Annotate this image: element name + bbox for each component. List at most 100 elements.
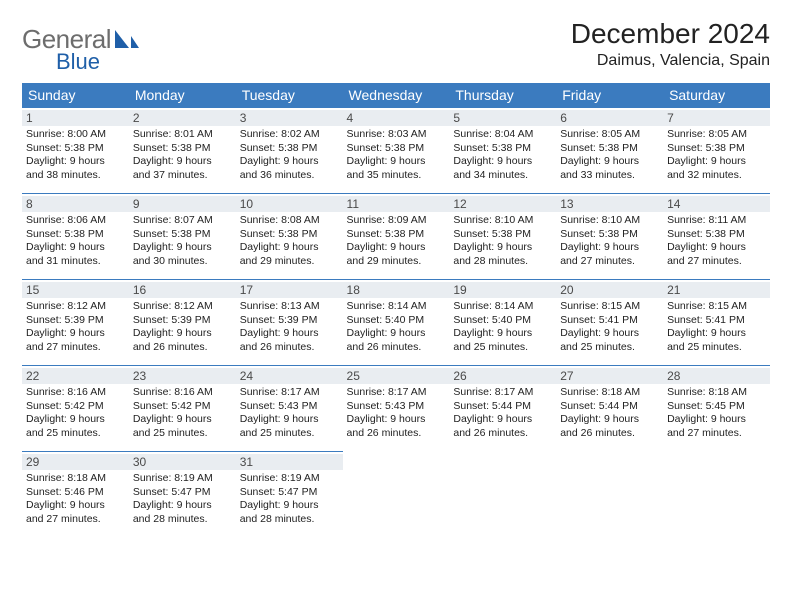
day-line-sunset: Sunset: 5:38 PM	[26, 228, 125, 242]
day-number: 8	[22, 196, 129, 212]
day-details: Sunrise: 8:18 AMSunset: 5:44 PMDaylight:…	[560, 386, 659, 441]
day-cell: 21Sunrise: 8:15 AMSunset: 5:41 PMDayligh…	[663, 279, 770, 365]
day-line-sunset: Sunset: 5:47 PM	[133, 486, 232, 500]
calendar-cell: 14Sunrise: 8:11 AMSunset: 5:38 PMDayligh…	[663, 193, 770, 279]
day-line-d1: Daylight: 9 hours	[560, 155, 659, 169]
calendar-cell: 7 Sunrise: 8:05 AMSunset: 5:38 PMDaylight…	[663, 107, 770, 193]
day-line-d1: Daylight: 9 hours	[667, 413, 766, 427]
day-line-d1: Daylight: 9 hours	[560, 327, 659, 341]
calendar-cell	[556, 451, 663, 537]
day-details: Sunrise: 8:05 AMSunset: 5:38 PMDaylight:…	[667, 128, 766, 183]
day-line-sunset: Sunset: 5:46 PM	[26, 486, 125, 500]
day-line-d2: and 36 minutes.	[240, 169, 339, 183]
day-cell: 12Sunrise: 8:10 AMSunset: 5:38 PMDayligh…	[449, 193, 556, 279]
day-cell: 4Sunrise: 8:03 AMSunset: 5:38 PMDaylight…	[343, 107, 450, 193]
day-details: Sunrise: 8:16 AMSunset: 5:42 PMDaylight:…	[133, 386, 232, 441]
day-line-d2: and 25 minutes.	[240, 427, 339, 441]
empty-cell	[449, 451, 556, 537]
day-number: 2	[129, 110, 236, 126]
day-line-d2: and 25 minutes.	[667, 341, 766, 355]
day-details: Sunrise: 8:10 AMSunset: 5:38 PMDaylight:…	[560, 214, 659, 269]
day-line-sunset: Sunset: 5:45 PM	[667, 400, 766, 414]
day-line-d1: Daylight: 9 hours	[667, 155, 766, 169]
day-details: Sunrise: 8:00 AMSunset: 5:38 PMDaylight:…	[26, 128, 125, 183]
day-line-sunrise: Sunrise: 8:00 AM	[26, 128, 125, 142]
day-line-sunrise: Sunrise: 8:18 AM	[560, 386, 659, 400]
day-line-d1: Daylight: 9 hours	[240, 155, 339, 169]
day-line-d1: Daylight: 9 hours	[347, 241, 446, 255]
day-line-sunset: Sunset: 5:38 PM	[560, 142, 659, 156]
day-details: Sunrise: 8:13 AMSunset: 5:39 PMDaylight:…	[240, 300, 339, 355]
day-line-sunset: Sunset: 5:38 PM	[133, 142, 232, 156]
day-line-d1: Daylight: 9 hours	[347, 155, 446, 169]
day-line-d2: and 30 minutes.	[133, 255, 232, 269]
weekday-header-row: SundayMondayTuesdayWednesdayThursdayFrid…	[22, 83, 770, 107]
day-cell: 7 Sunrise: 8:05 AMSunset: 5:38 PMDaylight…	[663, 107, 770, 193]
location-line: Daimus, Valencia, Spain	[571, 52, 770, 70]
weekday-header: Friday	[556, 83, 663, 107]
calendar-cell: 13Sunrise: 8:10 AMSunset: 5:38 PMDayligh…	[556, 193, 663, 279]
day-line-sunset: Sunset: 5:38 PM	[667, 228, 766, 242]
calendar-cell: 4Sunrise: 8:03 AMSunset: 5:38 PMDaylight…	[343, 107, 450, 193]
day-number: 15	[22, 282, 129, 298]
day-line-d1: Daylight: 9 hours	[133, 155, 232, 169]
calendar-cell: 21Sunrise: 8:15 AMSunset: 5:41 PMDayligh…	[663, 279, 770, 365]
day-cell: 13Sunrise: 8:10 AMSunset: 5:38 PMDayligh…	[556, 193, 663, 279]
day-details: Sunrise: 8:06 AMSunset: 5:38 PMDaylight:…	[26, 214, 125, 269]
day-line-d2: and 29 minutes.	[347, 255, 446, 269]
day-line-d1: Daylight: 9 hours	[26, 241, 125, 255]
day-details: Sunrise: 8:16 AMSunset: 5:42 PMDaylight:…	[26, 386, 125, 441]
day-line-sunset: Sunset: 5:38 PM	[347, 142, 446, 156]
calendar-cell: 31Sunrise: 8:19 AMSunset: 5:47 PMDayligh…	[236, 451, 343, 537]
day-line-sunset: Sunset: 5:38 PM	[240, 228, 339, 242]
day-cell: 31Sunrise: 8:19 AMSunset: 5:47 PMDayligh…	[236, 451, 343, 537]
weekday-header: Saturday	[663, 83, 770, 107]
day-line-d1: Daylight: 9 hours	[240, 241, 339, 255]
day-details: Sunrise: 8:12 AMSunset: 5:39 PMDaylight:…	[133, 300, 232, 355]
day-details: Sunrise: 8:01 AMSunset: 5:38 PMDaylight:…	[133, 128, 232, 183]
weekday-header: Wednesday	[343, 83, 450, 107]
day-number: 31	[236, 454, 343, 470]
day-number: 6	[556, 110, 663, 126]
day-cell: 26Sunrise: 8:17 AMSunset: 5:44 PMDayligh…	[449, 365, 556, 451]
calendar-cell: 29Sunrise: 8:18 AMSunset: 5:46 PMDayligh…	[22, 451, 129, 537]
month-title: December 2024	[571, 18, 770, 50]
calendar-cell: 18Sunrise: 8:14 AMSunset: 5:40 PMDayligh…	[343, 279, 450, 365]
day-line-d2: and 26 minutes.	[240, 341, 339, 355]
day-line-d2: and 35 minutes.	[347, 169, 446, 183]
day-number: 7	[663, 110, 770, 126]
day-line-d2: and 28 minutes.	[240, 513, 339, 527]
day-details: Sunrise: 8:15 AMSunset: 5:41 PMDaylight:…	[560, 300, 659, 355]
day-line-sunrise: Sunrise: 8:17 AM	[240, 386, 339, 400]
day-line-sunset: Sunset: 5:38 PM	[560, 228, 659, 242]
day-line-d2: and 34 minutes.	[453, 169, 552, 183]
day-cell: 17Sunrise: 8:13 AMSunset: 5:39 PMDayligh…	[236, 279, 343, 365]
day-cell: 6 Sunrise: 8:05 AMSunset: 5:38 PMDaylight…	[556, 107, 663, 193]
day-line-sunrise: Sunrise: 8:05 AM	[560, 128, 659, 142]
day-details: Sunrise: 8:12 AMSunset: 5:39 PMDaylight:…	[26, 300, 125, 355]
day-line-d2: and 31 minutes.	[26, 255, 125, 269]
day-line-d2: and 29 minutes.	[240, 255, 339, 269]
day-line-d1: Daylight: 9 hours	[453, 155, 552, 169]
day-line-sunset: Sunset: 5:40 PM	[453, 314, 552, 328]
day-number: 3	[236, 110, 343, 126]
day-line-d2: and 32 minutes.	[667, 169, 766, 183]
day-cell: 18Sunrise: 8:14 AMSunset: 5:40 PMDayligh…	[343, 279, 450, 365]
calendar-cell: 19Sunrise: 8:14 AMSunset: 5:40 PMDayligh…	[449, 279, 556, 365]
day-details: Sunrise: 8:19 AMSunset: 5:47 PMDaylight:…	[133, 472, 232, 527]
day-line-sunset: Sunset: 5:41 PM	[667, 314, 766, 328]
weekday-header: Thursday	[449, 83, 556, 107]
day-line-sunrise: Sunrise: 8:15 AM	[560, 300, 659, 314]
day-line-d2: and 26 minutes.	[453, 427, 552, 441]
day-line-sunrise: Sunrise: 8:17 AM	[347, 386, 446, 400]
day-line-d2: and 28 minutes.	[453, 255, 552, 269]
day-details: Sunrise: 8:10 AMSunset: 5:38 PMDaylight:…	[453, 214, 552, 269]
day-details: Sunrise: 8:15 AMSunset: 5:41 PMDaylight:…	[667, 300, 766, 355]
day-line-d1: Daylight: 9 hours	[133, 241, 232, 255]
day-line-d1: Daylight: 9 hours	[347, 413, 446, 427]
day-line-d1: Daylight: 9 hours	[240, 413, 339, 427]
day-line-sunset: Sunset: 5:38 PM	[26, 142, 125, 156]
calendar-cell: 17Sunrise: 8:13 AMSunset: 5:39 PMDayligh…	[236, 279, 343, 365]
day-details: Sunrise: 8:17 AMSunset: 5:44 PMDaylight:…	[453, 386, 552, 441]
day-details: Sunrise: 8:07 AMSunset: 5:38 PMDaylight:…	[133, 214, 232, 269]
